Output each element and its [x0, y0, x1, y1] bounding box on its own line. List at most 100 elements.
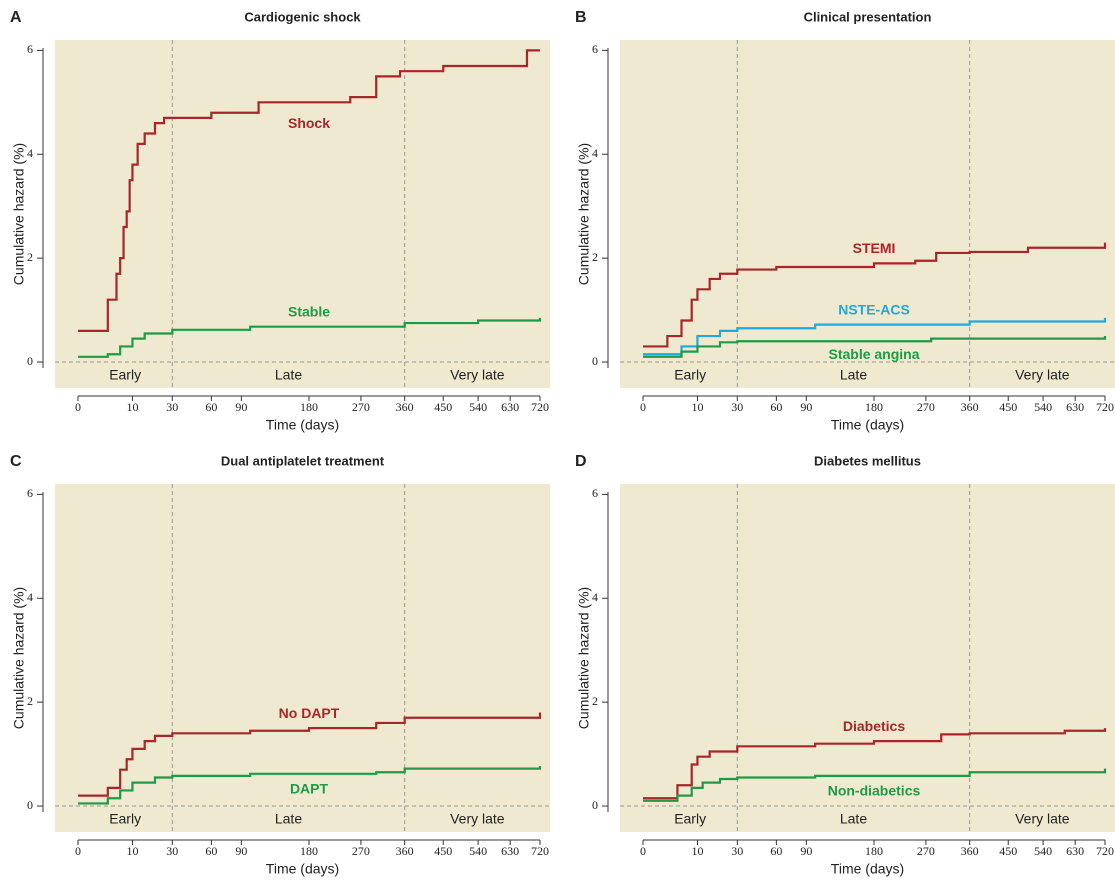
series-label: DAPT [290, 781, 329, 797]
x-tick-label: 360 [396, 400, 414, 414]
x-tick-label: 10 [126, 844, 138, 858]
period-label: Very late [450, 367, 505, 383]
x-tick-label: 540 [1034, 400, 1052, 414]
y-tick-label: 6 [27, 486, 33, 500]
x-tick-label: 60 [205, 844, 217, 858]
x-tick-label: 180 [300, 400, 318, 414]
y-tick-label: 2 [592, 694, 598, 708]
y-axis-label: Cumulative hazard (%) [576, 143, 592, 285]
x-axis-label: Time (days) [266, 861, 339, 877]
x-tick-label: 10 [126, 400, 138, 414]
x-tick-label: 540 [469, 844, 487, 858]
x-tick-label: 0 [75, 844, 81, 858]
x-tick-label: 0 [75, 400, 81, 414]
x-tick-label: 180 [300, 844, 318, 858]
x-tick-label: 270 [917, 400, 935, 414]
x-tick-label: 90 [235, 844, 247, 858]
x-tick-label: 360 [961, 844, 979, 858]
x-axis-label: Time (days) [266, 417, 339, 433]
series-label: Shock [288, 115, 330, 131]
hazard-curve [643, 728, 1107, 800]
y-tick-label: 2 [592, 250, 598, 264]
hazard-curve [78, 712, 542, 797]
y-tick-label: 4 [592, 590, 598, 604]
x-tick-label: 90 [235, 400, 247, 414]
y-tick-label: 4 [27, 590, 33, 604]
x-tick-label: 540 [1034, 844, 1052, 858]
plot-background [620, 484, 1115, 832]
x-tick-label: 30 [166, 400, 178, 414]
x-tick-label: 720 [531, 844, 549, 858]
series-label: No DAPT [279, 705, 340, 721]
y-axis-label: Cumulative hazard (%) [11, 143, 27, 285]
chart-title: Dual antiplatelet treatment [221, 453, 385, 468]
period-label: Late [840, 811, 867, 827]
hazard-curve [643, 336, 1107, 358]
x-tick-label: 10 [691, 844, 703, 858]
x-tick-label: 450 [999, 844, 1017, 858]
x-tick-label: 60 [770, 400, 782, 414]
hazard-curve [643, 317, 1107, 356]
x-tick-label: 360 [961, 400, 979, 414]
hazard-curve [78, 317, 542, 358]
series-label: NSTE-ACS [838, 301, 910, 317]
y-axis-label: Cumulative hazard (%) [11, 587, 27, 729]
hazard-curve [643, 768, 1107, 802]
series-label: Stable angina [828, 346, 919, 362]
x-tick-label: 30 [166, 844, 178, 858]
x-tick-label: 720 [1096, 844, 1114, 858]
period-label: Early [674, 811, 706, 827]
x-tick-label: 30 [731, 400, 743, 414]
x-tick-label: 720 [531, 400, 549, 414]
period-label: Early [109, 367, 141, 383]
x-tick-label: 450 [434, 844, 452, 858]
hazard-curve [78, 49, 540, 332]
chart-title: Clinical presentation [804, 9, 932, 24]
x-tick-label: 0 [640, 400, 646, 414]
x-tick-label: 360 [396, 844, 414, 858]
x-tick-label: 30 [731, 844, 743, 858]
panel-letter: C [10, 453, 22, 470]
plot-background [620, 40, 1115, 388]
x-tick-label: 270 [917, 844, 935, 858]
y-tick-label: 6 [592, 486, 598, 500]
panel-letter: B [575, 9, 587, 26]
y-tick-label: 4 [27, 146, 33, 160]
hazard-curve [78, 766, 542, 805]
y-tick-label: 2 [27, 250, 33, 264]
x-tick-label: 540 [469, 400, 487, 414]
panel-letter: D [575, 453, 587, 470]
period-label: Very late [1015, 367, 1070, 383]
x-tick-label: 60 [770, 844, 782, 858]
period-label: Early [674, 367, 706, 383]
x-tick-label: 630 [501, 844, 519, 858]
y-tick-label: 4 [592, 146, 598, 160]
x-tick-label: 180 [865, 844, 883, 858]
period-label: Very late [450, 811, 505, 827]
period-label: Early [109, 811, 141, 827]
x-tick-label: 90 [800, 844, 812, 858]
x-tick-label: 270 [352, 400, 370, 414]
y-tick-label: 0 [27, 798, 33, 812]
x-tick-label: 270 [352, 844, 370, 858]
y-tick-label: 6 [592, 42, 598, 56]
x-axis-label: Time (days) [831, 417, 904, 433]
y-tick-label: 0 [592, 798, 598, 812]
y-tick-label: 0 [592, 354, 598, 368]
x-tick-label: 450 [999, 400, 1017, 414]
x-tick-label: 630 [501, 400, 519, 414]
x-tick-label: 630 [1066, 400, 1084, 414]
y-axis-label: Cumulative hazard (%) [576, 587, 592, 729]
x-tick-label: 630 [1066, 844, 1084, 858]
period-label: Very late [1015, 811, 1070, 827]
series-label: STEMI [853, 240, 896, 256]
y-tick-label: 2 [27, 694, 33, 708]
x-tick-label: 0 [640, 844, 646, 858]
x-tick-label: 60 [205, 400, 217, 414]
series-label: Stable [288, 303, 330, 319]
x-tick-label: 90 [800, 400, 812, 414]
period-label: Late [275, 367, 302, 383]
y-tick-label: 0 [27, 354, 33, 368]
chart-title: Diabetes mellitus [814, 453, 921, 468]
